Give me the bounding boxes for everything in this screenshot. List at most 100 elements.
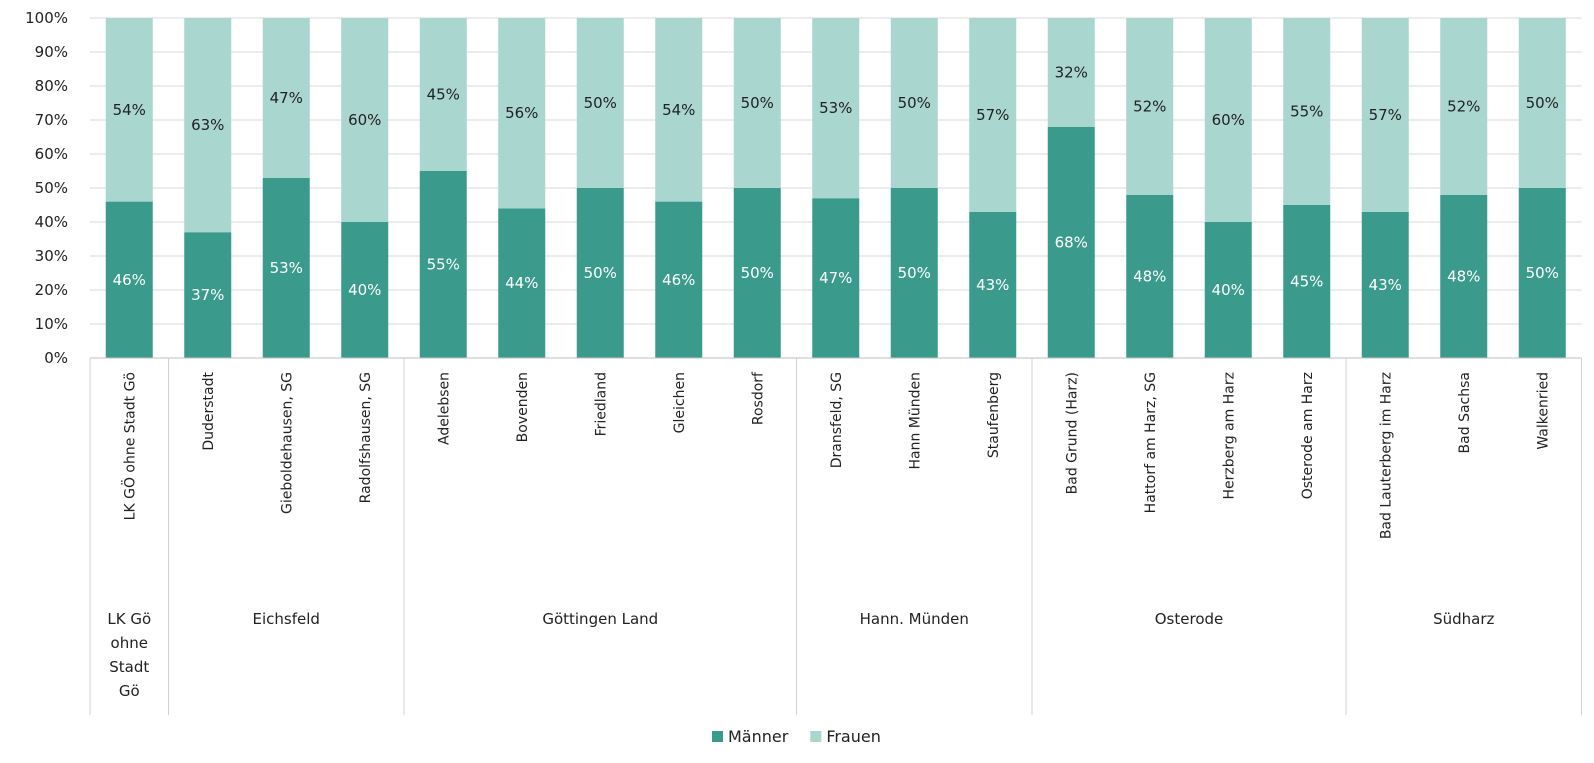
legend-label: Frauen <box>826 727 881 746</box>
data-label-frauen: 32% <box>1055 63 1088 81</box>
data-label-maenner: 46% <box>662 271 695 289</box>
group-label: Gö <box>119 682 140 700</box>
data-label-maenner: 48% <box>1447 267 1480 285</box>
bar-frauen <box>890 18 938 188</box>
data-label-frauen: 50% <box>584 94 617 112</box>
data-label-frauen: 57% <box>976 106 1009 124</box>
data-label-maenner: 48% <box>1133 267 1166 285</box>
data-label-frauen: 53% <box>819 99 852 117</box>
data-label-maenner: 50% <box>741 264 774 282</box>
x-tick-label: Friedland <box>593 372 609 436</box>
bar-frauen <box>1440 18 1488 195</box>
data-label-frauen: 56% <box>505 104 538 122</box>
bar-frauen <box>1204 18 1252 222</box>
data-label-maenner: 53% <box>270 259 303 277</box>
x-tick-label: Hann Münden <box>907 372 923 470</box>
data-label-maenner: 43% <box>976 276 1009 294</box>
bar-maenner <box>1518 188 1566 358</box>
data-label-maenner: 40% <box>1212 281 1245 299</box>
data-label-maenner: 43% <box>1369 276 1402 294</box>
legend-swatch <box>712 731 723 742</box>
data-label-maenner: 44% <box>505 274 538 292</box>
bar-frauen <box>262 18 310 178</box>
y-tick-label: 60% <box>35 145 68 163</box>
x-tick-label: Duderstadt <box>201 371 217 450</box>
y-tick-label: 30% <box>35 247 68 265</box>
x-tick-label: Staufenberg <box>986 372 1002 458</box>
data-label-frauen: 54% <box>113 101 146 119</box>
bar-frauen <box>655 18 703 202</box>
bar-frauen <box>812 18 860 199</box>
bar-maenner <box>1204 222 1252 358</box>
group-label: Stadt <box>109 658 149 676</box>
bar-maenner <box>105 201 153 358</box>
bar-maenner <box>184 232 232 358</box>
data-label-frauen: 55% <box>1290 103 1323 121</box>
bar-frauen <box>733 18 781 188</box>
bar-frauen <box>1361 18 1409 212</box>
y-tick-label: 50% <box>35 179 68 197</box>
x-axis: LK GÖ ohne Stadt Gö Duderstadt Gieboldehau… <box>89 357 1582 715</box>
bar-maenner <box>733 188 781 358</box>
data-label-frauen: 57% <box>1369 106 1402 124</box>
data-label-frauen: 52% <box>1133 97 1166 115</box>
bar-maenner <box>1126 194 1174 358</box>
data-label-frauen: 63% <box>191 116 224 134</box>
group-label: ohne <box>111 634 148 652</box>
bar-maenner <box>890 188 938 358</box>
bar-maenner <box>655 201 703 358</box>
data-label-frauen: 50% <box>741 94 774 112</box>
y-tick-label: 80% <box>35 77 68 95</box>
y-tick-label: 10% <box>35 315 68 333</box>
data-label-frauen: 60% <box>348 111 381 129</box>
y-tick-label: 0% <box>44 349 68 367</box>
y-tick-label: 20% <box>35 281 68 299</box>
data-label-maenner: 50% <box>1526 264 1559 282</box>
bar-maenner <box>262 177 310 358</box>
legend-swatch <box>810 731 822 742</box>
data-label-frauen: 50% <box>1526 94 1559 112</box>
bar-frauen <box>341 18 389 222</box>
bar-frauen <box>498 18 546 209</box>
x-tick-label: Adelebsen <box>436 372 452 445</box>
data-label-frauen: 54% <box>662 101 695 119</box>
group-label: LK Gö <box>107 610 151 628</box>
group-label: Südharz <box>1433 610 1494 628</box>
data-label-maenner: 50% <box>898 264 931 282</box>
data-label-frauen: 52% <box>1447 97 1480 115</box>
x-tick-label: LK GÖ ohne Stadt Gö <box>120 372 138 520</box>
bar-maenner <box>1283 205 1331 358</box>
group-label: Eichsfeld <box>253 610 320 628</box>
bars: 46% 54% 37% 63% 53% 47% 40% 60% 55% 45% 44% 56% 50% 5… <box>105 18 1566 358</box>
bar-maenner <box>1440 194 1488 358</box>
y-axis: 0% 10% 20% 30% 40% 50% 60% 70% 80% 90% 100% <box>25 9 68 367</box>
x-tick-label: Rosdorf <box>750 371 766 425</box>
data-label-maenner: 46% <box>113 271 146 289</box>
bar-maenner <box>1047 126 1095 358</box>
group-label: Hann. Münden <box>860 610 969 628</box>
bar-frauen <box>1047 18 1095 127</box>
bar-frauen <box>1126 18 1174 195</box>
x-tick-label: Gieboldehausen, SG <box>279 372 295 514</box>
bar-frauen <box>419 18 467 171</box>
bar-maenner <box>812 198 860 358</box>
bar-maenner <box>498 208 546 358</box>
data-label-maenner: 40% <box>348 281 381 299</box>
y-tick-label: 100% <box>25 9 68 27</box>
bar-frauen <box>1518 18 1566 188</box>
data-label-frauen: 47% <box>270 89 303 107</box>
data-label-maenner: 50% <box>584 264 617 282</box>
bar-frauen <box>969 18 1017 212</box>
x-tick-label: Osterode am Harz <box>1300 372 1316 499</box>
data-label-maenner: 55% <box>427 256 460 274</box>
bar-maenner <box>576 188 624 358</box>
group-label: Göttingen Land <box>542 610 658 628</box>
x-tick-label: Bad Sachsa <box>1457 372 1473 453</box>
x-tick-label: Bad Grund (Harz) <box>1064 372 1080 494</box>
data-label-maenner: 47% <box>819 269 852 287</box>
bar-maenner <box>419 171 467 358</box>
y-tick-label: 70% <box>35 111 68 129</box>
bar-frauen <box>1283 18 1331 205</box>
data-label-frauen: 50% <box>898 94 931 112</box>
